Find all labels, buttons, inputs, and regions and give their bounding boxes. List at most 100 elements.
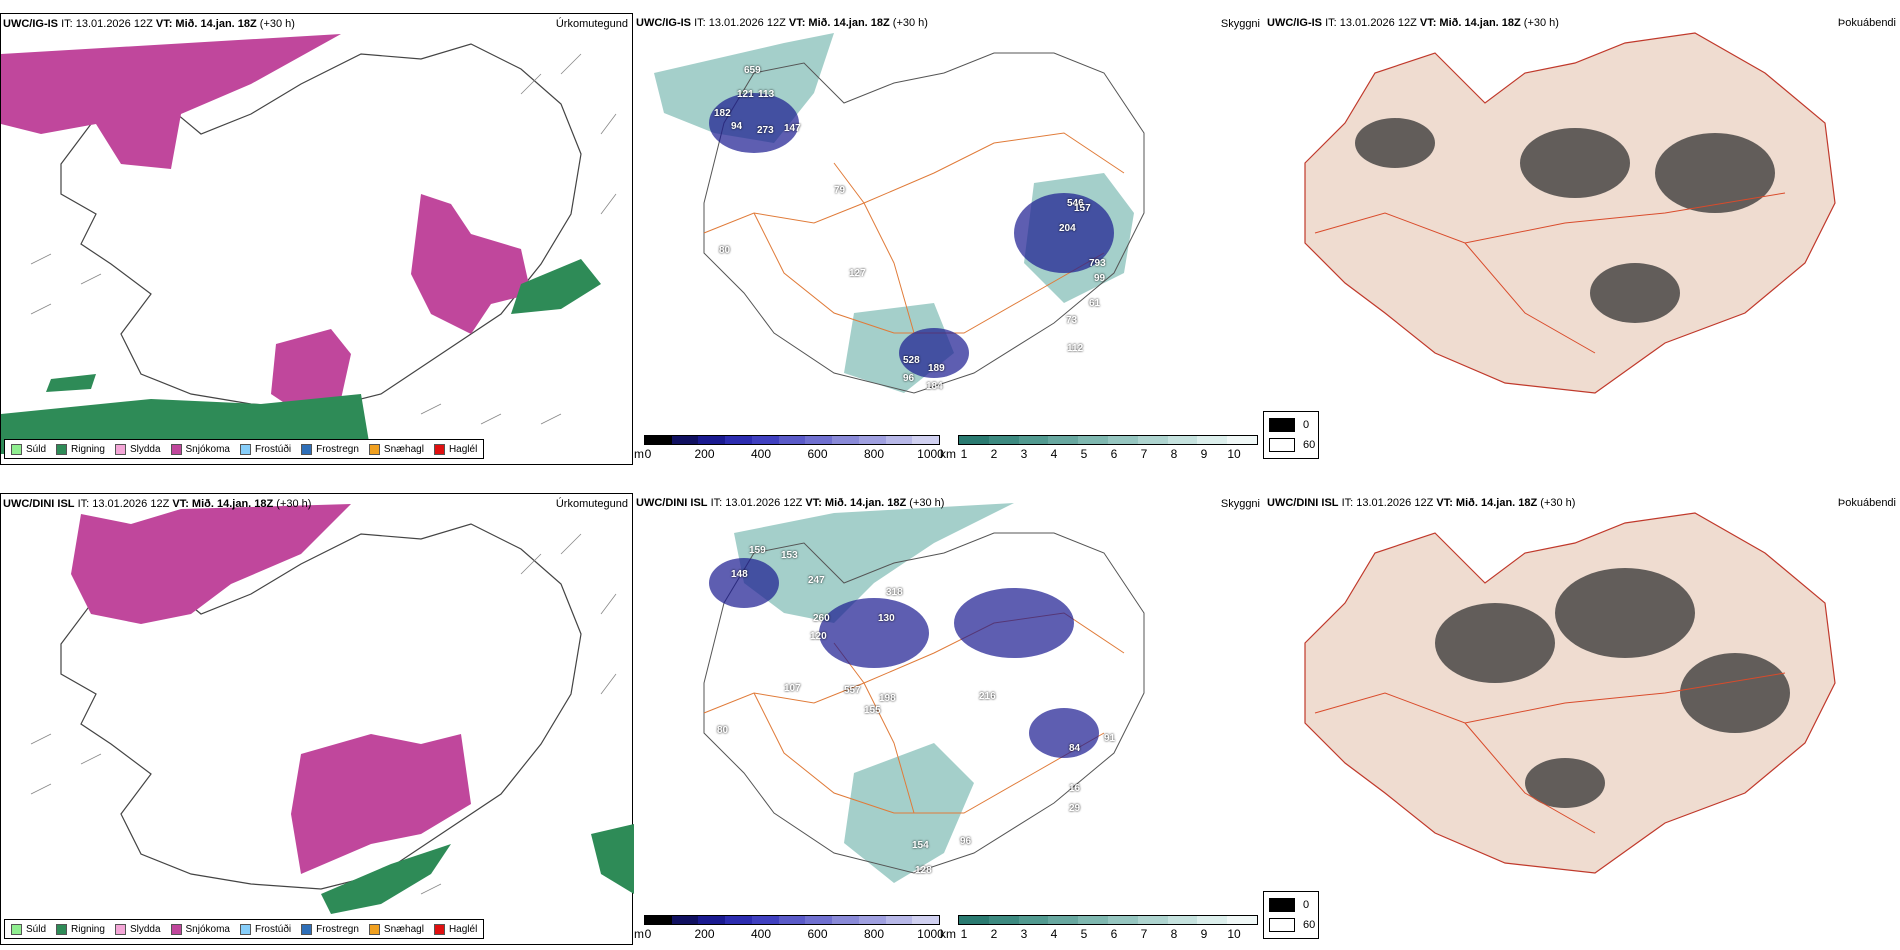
cloud-base-value: 128 [915,865,932,876]
cloud-base-value: 260 [813,613,830,624]
scale-segment [1167,436,1198,444]
valid-time: Mið. 14.jan. 18Z [808,17,890,29]
legend-swatch [239,923,251,935]
legend-item: Snæhagl [368,443,424,455]
scale-segment [671,436,699,444]
scale-segment [988,916,1019,924]
scale-segment [1107,916,1138,924]
legend-label: Snjókoma [185,443,230,455]
valid-prefix: VT: [1419,17,1437,29]
legend-item: Slydda [114,443,161,455]
fog-legend-row: 0 [1269,898,1309,912]
visibility-panel-row1: UWC/IG-IS IT: 13.01.2026 12Z VT: Mið. 14… [634,13,1264,465]
vis-scale-tick: 4 [1050,447,1058,461]
legend-label: Frostúði [254,923,292,935]
fog-legend-row: 60 [1269,438,1315,452]
scale-segment [1018,436,1049,444]
legend-swatch [239,443,251,455]
legend-swatch [114,443,126,455]
model-name: UWC/DINI ISL [1267,497,1339,509]
rain-area-east [591,824,634,894]
legend-label: Snæhagl [383,443,424,455]
cloud-scale-tick: 400 [750,447,772,461]
vis-scale-bar [958,915,1258,925]
legend-item: Súld [11,923,46,935]
legend-item: Haglél [433,923,477,935]
vis-scale-tick: 8 [1170,927,1178,941]
scale-segment [1227,436,1257,444]
cloud-base-value: 130 [878,613,895,624]
scale-segment [1078,916,1108,924]
cloud-base-value: 528 [903,355,920,366]
cloud-base-value: 84 [1069,743,1081,754]
cloud-base-value: 155 [864,705,881,716]
run-info: IT: 13.01.2026 12Z [1325,17,1417,29]
scale-segment [1137,916,1168,924]
scale-segment [778,916,806,924]
cloud-base-value: 127 [849,268,866,279]
fog-legend-row2: 0 60 [1263,891,1319,939]
cloud-scale-bar [644,915,940,925]
lead-time: (+30 h) [276,498,312,510]
fog-legend-row1: 0 60 [1263,411,1319,459]
cloud-scale-tick: 1000 [917,447,944,461]
legend-label: Haglél [448,443,478,455]
valid-prefix: VT: [155,18,173,30]
legend-label: Frostregn [316,923,359,935]
visibility-map [703,503,1145,883]
valid-time: Mið. 14.jan. 18Z [1455,497,1538,509]
legend-swatch [114,923,126,935]
low-cloud-areas [709,93,1114,378]
legend-item: Frostregn [301,923,359,935]
vis-scale-bar [958,435,1258,445]
cloud-base-value: 546 [1067,198,1084,209]
panel-title: Þokuábendi [1837,17,1896,29]
scale-segment [885,436,913,444]
scale-segment [1048,436,1079,444]
legend-item: Frostúði [239,923,292,935]
scale-segment [1048,916,1079,924]
run-info: IT: 13.01.2026 12Z [77,498,170,510]
cloud-base-value: 182 [714,108,731,119]
cloud-base-value: 113 [758,89,775,100]
legend-item: Snæhagl [368,923,424,935]
legend-item: Slydda [114,923,161,935]
snow-area-nw [71,504,351,624]
snow-area-east [411,194,531,334]
vis-scale-tick: 5 [1080,927,1088,941]
scale-segment [959,916,989,924]
cloud-scale-tick: 600 [807,927,828,941]
legend-swatch [11,443,22,455]
panel-header: UWC/IG-IS IT: 13.01.2026 12Z VT: Mið. 14… [636,17,928,29]
legend-label: Frostregn [316,443,359,455]
visibility-panel-row2: UWC/DINI ISL IT: 13.01.2026 12Z VT: Mið.… [634,493,1264,945]
wind-barbs [30,53,617,425]
cloud-scale-bar [644,435,940,445]
cloud-base-value: 157 [1074,203,1091,214]
vis-scale-tick: 10 [1227,927,1241,941]
vis-scale-tick: 5 [1080,447,1088,461]
scale-segment [671,916,699,924]
scale-segment [698,916,726,924]
cloud-base-value: 659 [744,65,761,76]
cloud-base-value: 153 [781,550,798,561]
cloud-scale-tick: 0 [644,927,652,941]
legend-swatch [56,923,68,935]
vis-scale-tick: 7 [1140,927,1148,941]
valid-time: Mið. 14.jan. 18Z [1439,17,1521,29]
cloud-base-value: 61 [1089,298,1101,309]
legend-label: Súld [26,443,47,455]
legend-label: Snjókoma [185,923,230,935]
cloud-base-value: 154 [912,840,929,851]
legend-item: Rigning [56,443,105,455]
scale-segment [1018,916,1049,924]
scale-segment [1078,436,1108,444]
scale-segment [988,436,1019,444]
run-info: IT: 13.01.2026 12Z [710,497,803,509]
cloud-base-value: 273 [757,125,774,136]
vis-scale-unit: km [940,927,956,941]
model-name: UWC/DINI ISL [3,498,75,510]
cloud-base-scale: m 0 200 400 600 800 1000 km 1 2 3 4 5 6 7 8 9 10 [634,915,1264,945]
vis-scale-tick: 9 [1200,447,1208,461]
cloud-base-value: 99 [1094,273,1106,284]
